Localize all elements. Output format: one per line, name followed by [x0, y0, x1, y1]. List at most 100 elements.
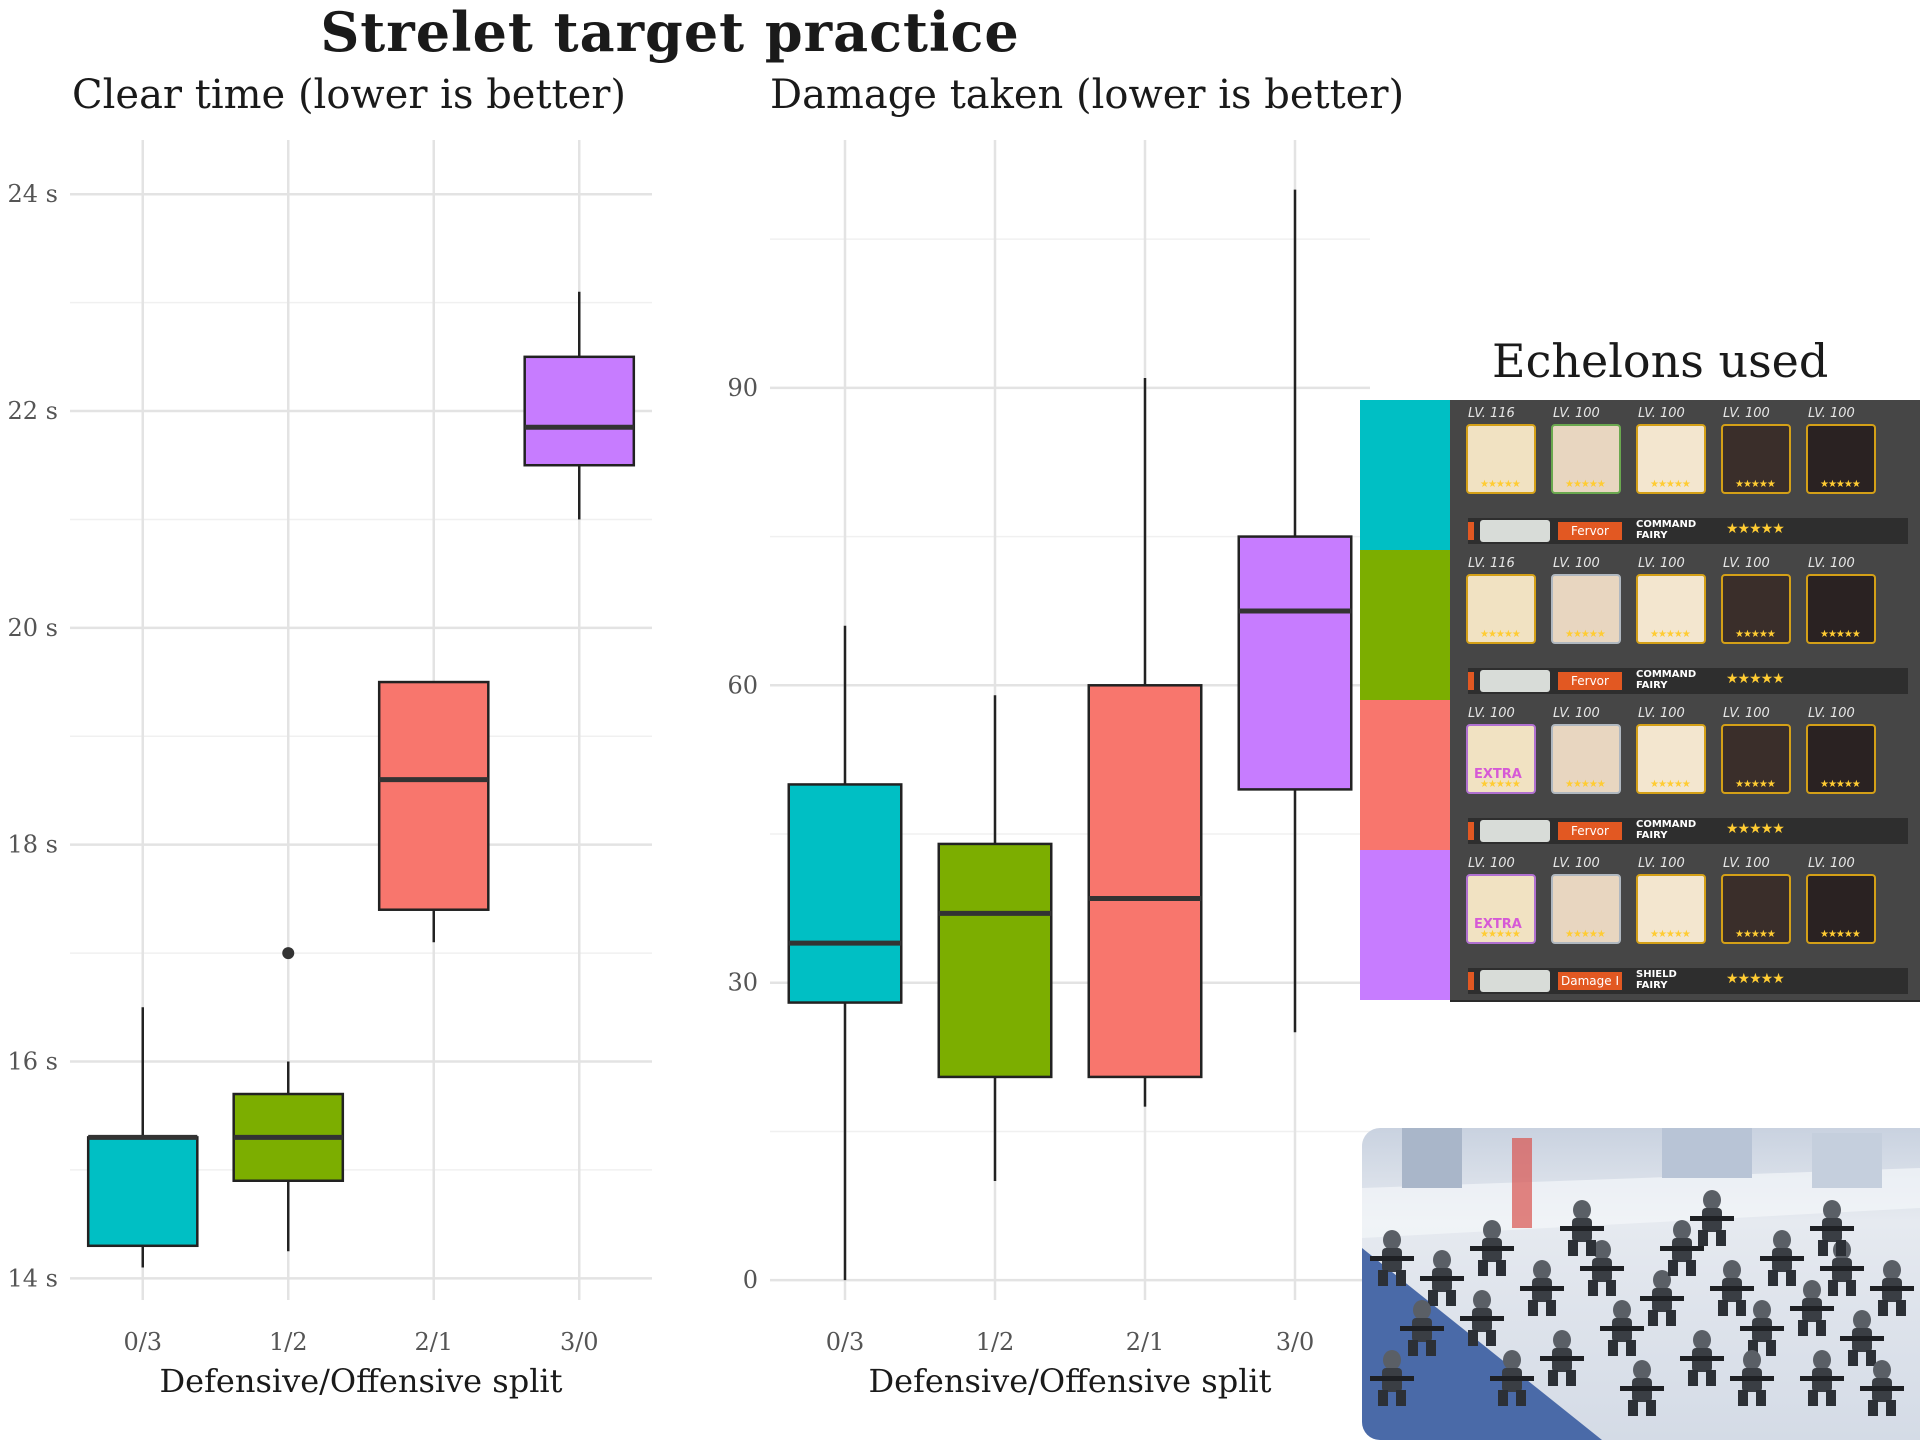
- box-3-0: [523, 291, 636, 520]
- doll-rarity-stars: ★★★★★: [1820, 929, 1861, 940]
- soldier-figure: [1800, 1350, 1844, 1406]
- battle-scene-image: [1362, 1128, 1920, 1440]
- box-body: [937, 842, 1053, 1079]
- fairy-bar: Damage I SHIELD FAIRY ★★★★★: [1468, 968, 1908, 994]
- x-tick-label: 0/3: [826, 1328, 865, 1356]
- soldier-figure: [1730, 1350, 1774, 1406]
- doll-slot: LV. 100 ★★★★★: [1721, 856, 1793, 948]
- doll-level: LV. 100: [1553, 406, 1600, 421]
- clear-time-plot-title: Clear time (lower is better): [72, 72, 627, 118]
- doll-slot: LV. 116 ★★★★★: [1466, 406, 1538, 498]
- echelon-color-swatch: [1360, 700, 1450, 850]
- soldier-figure: [1460, 1290, 1504, 1346]
- doll-level: LV. 116: [1468, 406, 1515, 421]
- soldier-figure: [1870, 1260, 1914, 1316]
- soldier-figure: [1560, 1200, 1604, 1256]
- fairy-accent: [1468, 522, 1474, 540]
- box-1-2: [937, 695, 1053, 1182]
- doll-slot: LV. 100 ★★★★★: [1721, 556, 1793, 648]
- echelon-row: LV. 116 ★★★★★ LV. 100 ★★★★★ LV. 100 ★★★★★ LV. …: [1360, 550, 1920, 702]
- doll-rarity-stars: ★★★★★: [1650, 779, 1691, 790]
- box-body: [377, 680, 490, 911]
- fairy-name: Fervor: [1558, 822, 1622, 840]
- box-body: [787, 783, 903, 1004]
- fairy-bar: Fervor COMMAND FAIRY ★★★★★: [1468, 818, 1908, 844]
- doll-portrait: ★★★★★: [1551, 724, 1621, 794]
- doll-rarity-stars: ★★★★★: [1820, 629, 1861, 640]
- y-tick-label: 18 s: [8, 831, 58, 859]
- doll-slot: LV. 116 ★★★★★: [1466, 556, 1538, 648]
- fairy-accent: [1468, 672, 1474, 690]
- doll-rarity-stars: ★★★★★: [1820, 779, 1861, 790]
- fairy-type: COMMAND FAIRY: [1636, 819, 1697, 841]
- doll-level: LV. 100: [1723, 706, 1770, 721]
- doll-portrait: ★★★★★: [1721, 724, 1791, 794]
- soldier-figure: [1520, 1260, 1564, 1316]
- echelon-row: LV. 116 ★★★★★ LV. 100 ★★★★★ LV. 100 ★★★★★ LV. …: [1360, 400, 1920, 552]
- y-tick-label: 60: [727, 671, 758, 699]
- enemy-soldier-group: [1370, 1190, 1914, 1416]
- fairy-stars: ★★★★★: [1726, 971, 1785, 987]
- soldier-figure: [1810, 1200, 1854, 1256]
- doll-portrait: ★★★★★: [1721, 874, 1791, 944]
- doll-slot: LV. 100 ★★★★★: [1636, 706, 1708, 798]
- doll-level: LV. 100: [1808, 856, 1855, 871]
- y-tick-label: 22 s: [8, 397, 58, 425]
- fairy-type: SHIELD FAIRY: [1636, 969, 1677, 991]
- doll-portrait: ★★★★★: [1551, 574, 1621, 644]
- soldier-figure: [1860, 1360, 1904, 1416]
- echelon-row: LV. 100 ★★★★★ EXTRA LV. 100 ★★★★★ LV. 100 ★★★★…: [1360, 700, 1920, 852]
- soldier-figure: [1370, 1230, 1414, 1286]
- fairy-stars: ★★★★★: [1726, 521, 1785, 537]
- doll-portrait: ★★★★★ EXTRA: [1466, 874, 1536, 944]
- soldier-figure: [1620, 1360, 1664, 1416]
- doll-level: LV. 100: [1638, 706, 1685, 721]
- doll-portrait: ★★★★★: [1551, 874, 1621, 944]
- doll-portrait: ★★★★★: [1806, 724, 1876, 794]
- doll-portrait: ★★★★★: [1721, 574, 1791, 644]
- doll-slot: LV. 100 ★★★★★: [1806, 706, 1878, 798]
- y-tick-label: 90: [727, 374, 758, 402]
- box-2-1: [377, 680, 490, 943]
- x-tick-label: 3/0: [1276, 1328, 1315, 1356]
- box-3-0: [1237, 189, 1353, 1033]
- echelon-card: LV. 116 ★★★★★ LV. 100 ★★★★★ LV. 100 ★★★★★ LV. …: [1450, 400, 1920, 552]
- doll-level: LV. 116: [1468, 556, 1515, 571]
- outlier-point: [282, 947, 295, 960]
- box-body: [523, 355, 636, 467]
- doll-slot: LV. 100 ★★★★★: [1721, 706, 1793, 798]
- x-axis-title: Defensive/Offensive split: [159, 1362, 562, 1400]
- doll-rarity-stars: ★★★★★: [1735, 629, 1776, 640]
- doll-portrait: ★★★★★: [1636, 724, 1706, 794]
- fairy-portrait: [1480, 670, 1550, 692]
- doll-slot: LV. 100 ★★★★★ EXTRA: [1466, 706, 1538, 798]
- doll-rarity-stars: ★★★★★: [1650, 479, 1691, 490]
- doll-slot: LV. 100 ★★★★★: [1721, 406, 1793, 498]
- doll-level: LV. 100: [1553, 706, 1600, 721]
- doll-slot: LV. 100 ★★★★★: [1551, 706, 1623, 798]
- doll-level: LV. 100: [1638, 406, 1685, 421]
- extra-tag: EXTRA: [1474, 917, 1522, 932]
- x-tick-label: 2/1: [1126, 1328, 1165, 1356]
- echelon-color-swatch: [1360, 400, 1450, 550]
- fairy-portrait: [1480, 970, 1550, 992]
- y-tick-label: 0: [743, 1266, 758, 1294]
- doll-portrait: ★★★★★: [1636, 424, 1706, 494]
- soldier-figure: [1840, 1310, 1884, 1366]
- fairy-name: Fervor: [1558, 672, 1622, 690]
- box-body: [86, 1136, 199, 1248]
- doll-slot: LV. 100 ★★★★★: [1806, 556, 1878, 648]
- doll-portrait: ★★★★★: [1806, 874, 1876, 944]
- soldier-figure: [1580, 1240, 1624, 1296]
- doll-slot: LV. 100 ★★★★★: [1636, 406, 1708, 498]
- doll-level: LV. 100: [1553, 556, 1600, 571]
- soldier-figure: [1540, 1330, 1584, 1386]
- doll-rarity-stars: ★★★★★: [1820, 479, 1861, 490]
- fairy-name: Fervor: [1558, 522, 1622, 540]
- doll-slot: LV. 100 ★★★★★: [1551, 406, 1623, 498]
- doll-portrait: ★★★★★: [1636, 574, 1706, 644]
- fairy-type: COMMAND FAIRY: [1636, 519, 1697, 541]
- clear-time-boxplot: 14 s 16 s 18 s 20 s 22 s 24 s 0/3 1/2 2/1 3/0 Defe…: [8, 140, 652, 1400]
- y-tick-label: 16 s: [8, 1047, 58, 1075]
